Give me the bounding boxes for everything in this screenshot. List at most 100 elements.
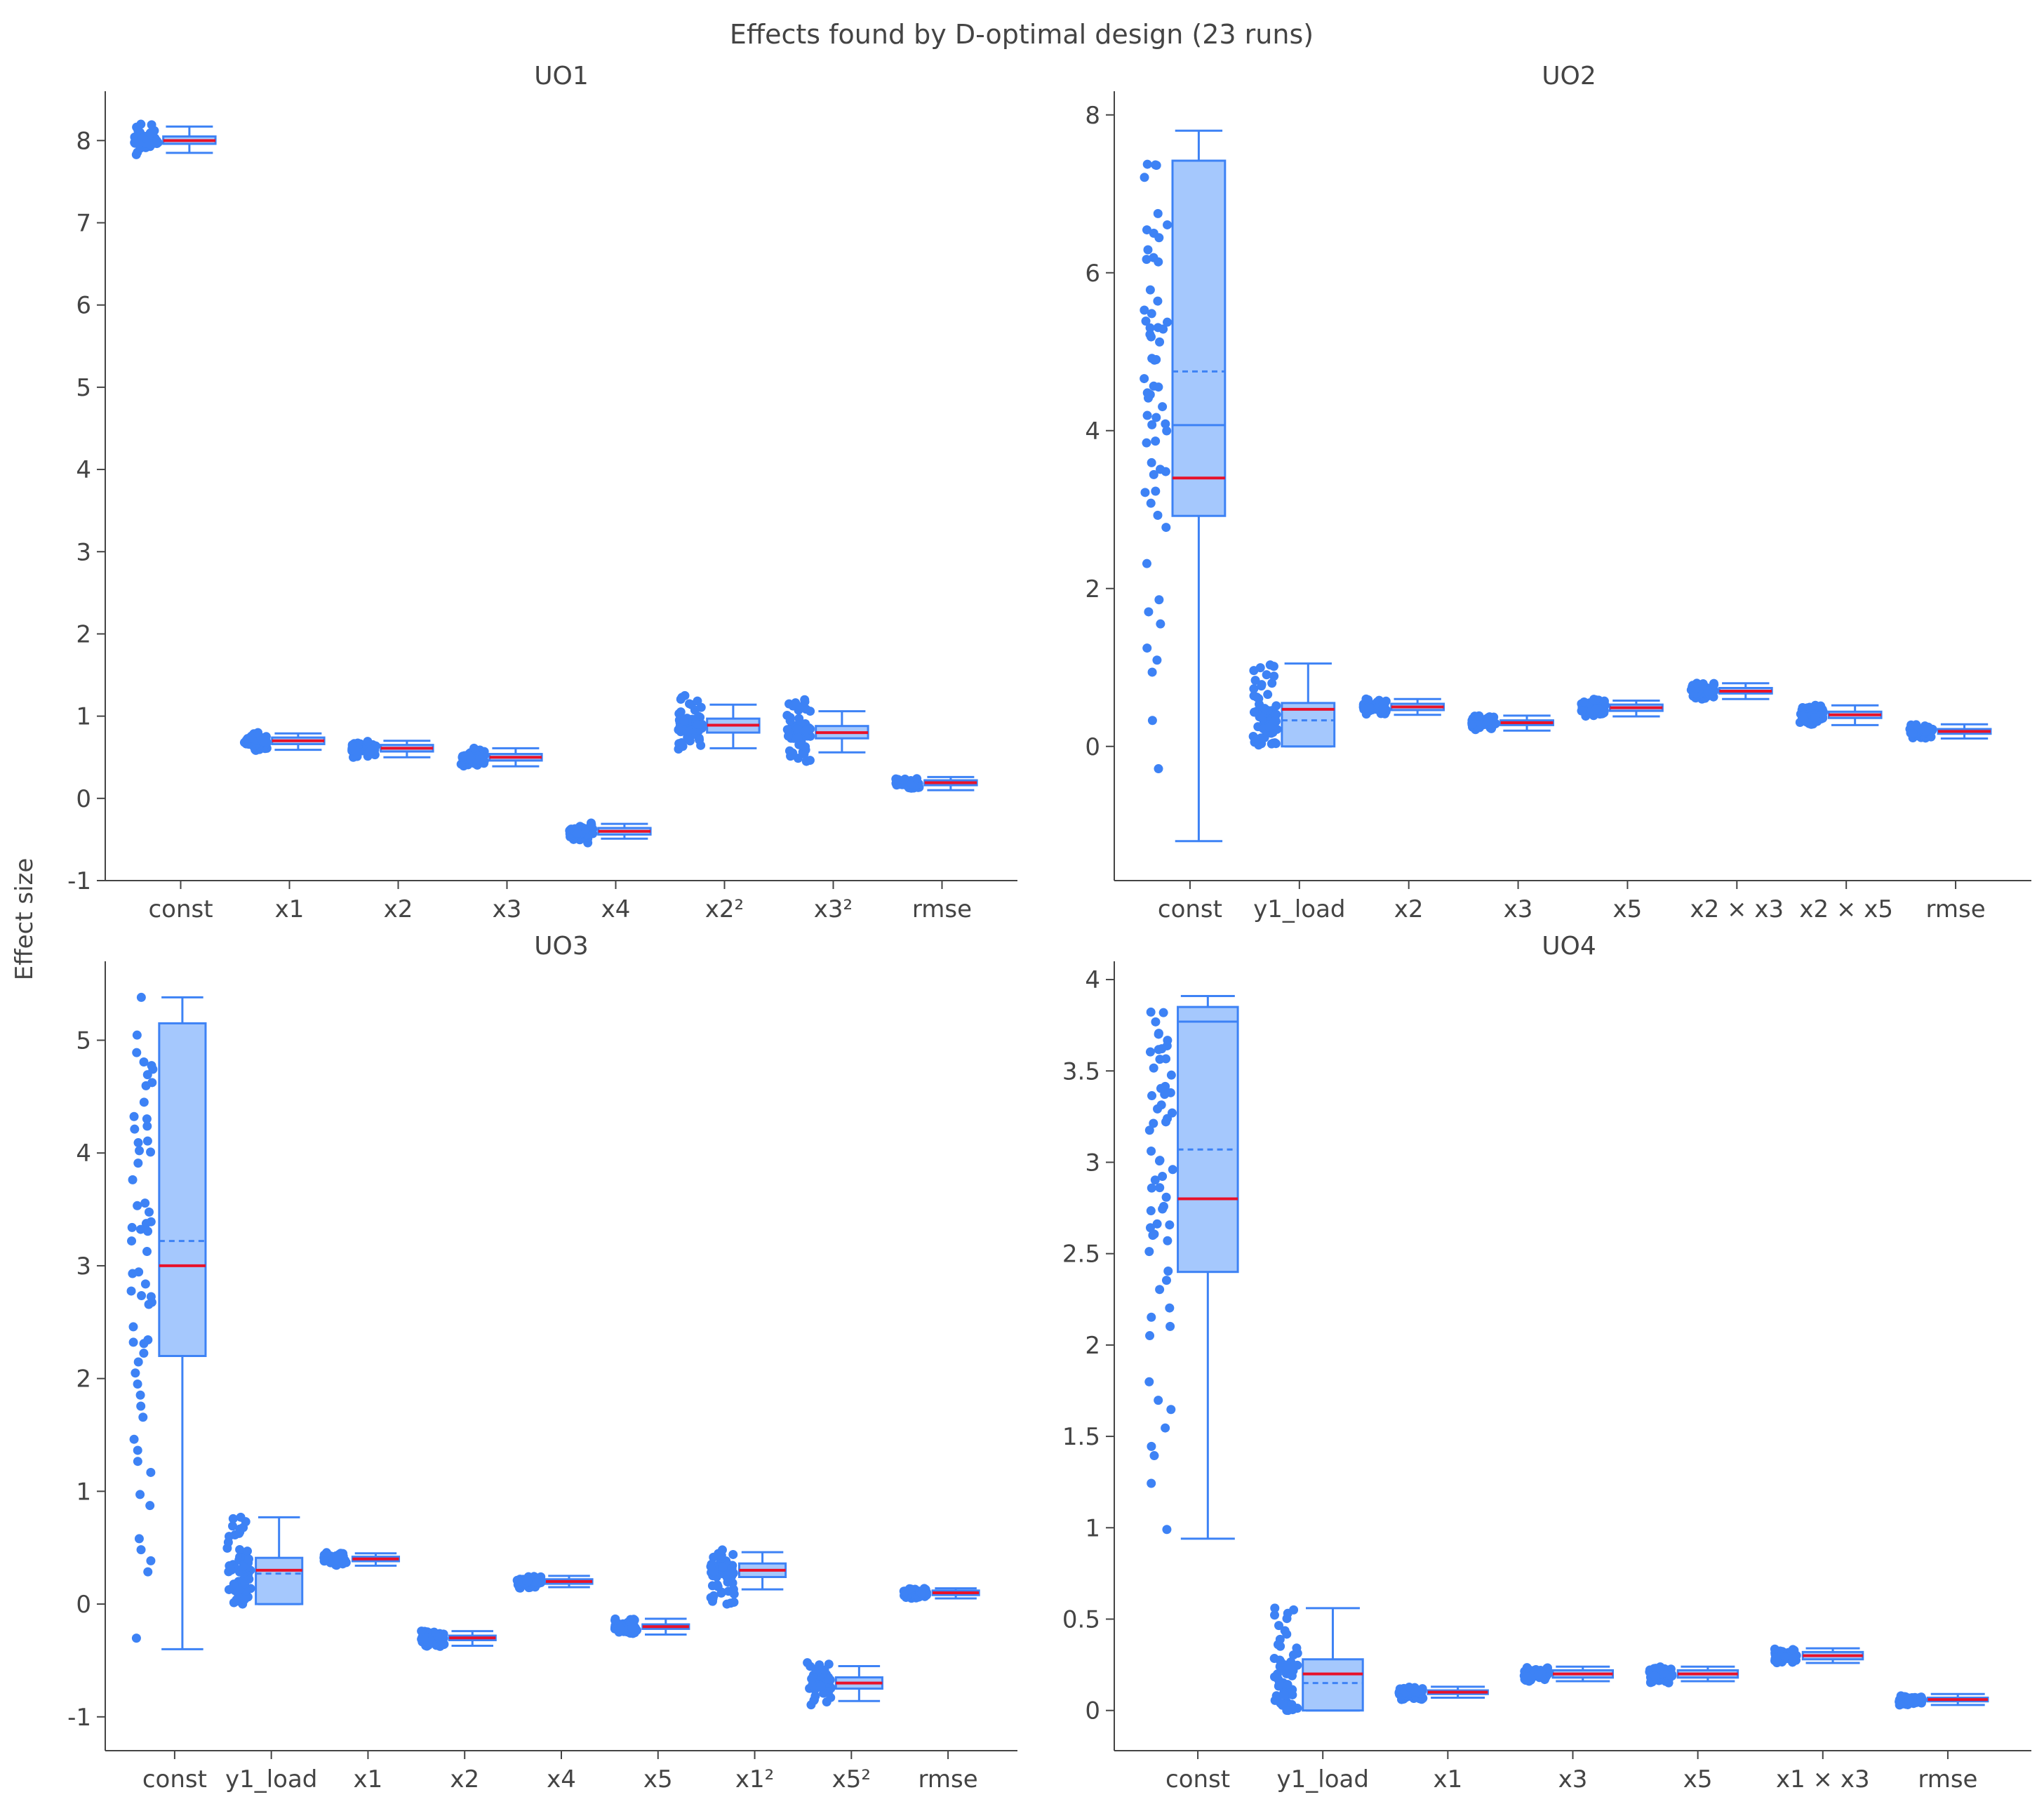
y-tick-label: 2 xyxy=(1085,575,1100,603)
data-point xyxy=(1158,1172,1168,1182)
x-tick-label: x4 xyxy=(601,895,631,923)
data-point xyxy=(1359,704,1369,714)
data-point xyxy=(1908,729,1918,739)
x-tick-label: rmse xyxy=(1925,895,1985,923)
data-point xyxy=(131,1633,141,1643)
y-tick-label: 4 xyxy=(1085,417,1100,446)
panel-title: UO3 xyxy=(534,932,589,961)
y-tick-label: 3 xyxy=(76,538,91,566)
data-point xyxy=(712,1580,722,1590)
data-point xyxy=(147,120,156,130)
data-point xyxy=(1140,374,1149,384)
panel-title: UO4 xyxy=(1542,932,1596,961)
data-point xyxy=(1165,1321,1175,1331)
data-point xyxy=(144,139,154,149)
y-tick-label: 1.5 xyxy=(1062,1423,1100,1451)
data-point xyxy=(904,1584,914,1593)
data-point xyxy=(429,1627,439,1637)
data-point xyxy=(1147,354,1157,363)
y-tick-label: 0 xyxy=(76,1591,91,1619)
panel-uo2: UO2 0 2 4 6 8 const y1_load x2 x3 x5 x2 × x3 x2 × x… xyxy=(1085,62,2031,923)
data-point xyxy=(1921,726,1930,735)
data-point xyxy=(1149,381,1158,391)
y-tick-label: 0 xyxy=(1085,733,1100,761)
data-point xyxy=(466,754,476,763)
data-point xyxy=(706,1562,716,1572)
data-point xyxy=(676,737,686,747)
y-tick-label: 1 xyxy=(1085,1514,1100,1542)
data-point xyxy=(1151,161,1161,171)
data-point xyxy=(133,1357,143,1367)
data-point xyxy=(1361,694,1371,704)
data-point xyxy=(1163,1266,1173,1276)
data-point xyxy=(627,1623,637,1633)
y-tick-label: 4 xyxy=(1085,966,1100,994)
data-point xyxy=(1142,255,1151,265)
data-point xyxy=(1543,1663,1553,1673)
data-point xyxy=(1799,713,1809,723)
data-point xyxy=(1267,679,1277,688)
x-tick-label: x3² xyxy=(814,895,853,923)
data-point xyxy=(133,1379,142,1389)
data-point xyxy=(1280,1626,1290,1636)
data-point xyxy=(1269,1672,1279,1682)
data-point xyxy=(227,1565,236,1575)
data-point xyxy=(133,1138,143,1148)
data-point xyxy=(791,698,801,708)
data-point xyxy=(1153,208,1163,218)
y-tick-label: 1 xyxy=(76,703,91,731)
data-point xyxy=(1166,1070,1176,1080)
data-point xyxy=(728,1568,737,1577)
data-point xyxy=(146,1217,156,1227)
data-point xyxy=(1141,316,1151,326)
data-point xyxy=(1522,1663,1532,1673)
data-point xyxy=(1147,1441,1156,1451)
data-point xyxy=(1161,419,1170,429)
data-point xyxy=(1155,1183,1165,1193)
data-point xyxy=(1272,1695,1282,1705)
y-tick-label: 6 xyxy=(1085,260,1100,288)
data-point xyxy=(1146,1007,1156,1017)
data-point xyxy=(523,1576,533,1586)
data-point xyxy=(1260,704,1269,714)
x-tick-label: rmse xyxy=(912,895,972,923)
data-point xyxy=(824,1659,834,1669)
y-tick-label: 2 xyxy=(76,620,91,648)
panel-uo1: UO1 -1 0 1 2 3 4 5 6 7 8 const x1 x2 x3 x4 x2² x3² rmse xyxy=(67,62,1017,923)
data-point xyxy=(1163,220,1173,229)
data-point xyxy=(1270,1603,1280,1613)
data-point xyxy=(1149,1451,1159,1461)
data-point xyxy=(810,1691,820,1701)
data-point xyxy=(363,737,373,747)
x-tick-label: x5² xyxy=(832,1765,871,1793)
data-point xyxy=(420,1634,429,1644)
data-point xyxy=(138,1412,148,1422)
data-point xyxy=(1161,1276,1171,1285)
y-tick-label: 3.5 xyxy=(1062,1057,1100,1085)
data-point xyxy=(1798,702,1808,712)
data-point xyxy=(1272,724,1282,734)
data-point xyxy=(1149,228,1158,238)
data-point xyxy=(143,1567,153,1577)
data-point xyxy=(1142,643,1152,653)
data-point xyxy=(1810,700,1820,710)
data-point xyxy=(1147,420,1157,429)
data-point xyxy=(146,1467,156,1477)
data-point xyxy=(1271,716,1281,726)
data-point xyxy=(1154,1029,1163,1039)
y-tick-label: 8 xyxy=(1085,102,1100,130)
data-point xyxy=(133,1457,142,1466)
data-point xyxy=(807,1674,817,1684)
data-point xyxy=(129,1111,139,1121)
data-point xyxy=(717,1545,727,1555)
data-point xyxy=(1523,1671,1532,1681)
data-point xyxy=(1158,402,1168,412)
y-tick-label: 6 xyxy=(76,292,91,320)
data-point xyxy=(1140,173,1149,182)
data-point xyxy=(1650,1671,1659,1681)
data-point xyxy=(1896,1691,1906,1701)
data-point xyxy=(139,1057,149,1067)
data-point xyxy=(1165,1220,1175,1230)
data-point xyxy=(136,119,146,129)
data-point xyxy=(143,1227,153,1236)
